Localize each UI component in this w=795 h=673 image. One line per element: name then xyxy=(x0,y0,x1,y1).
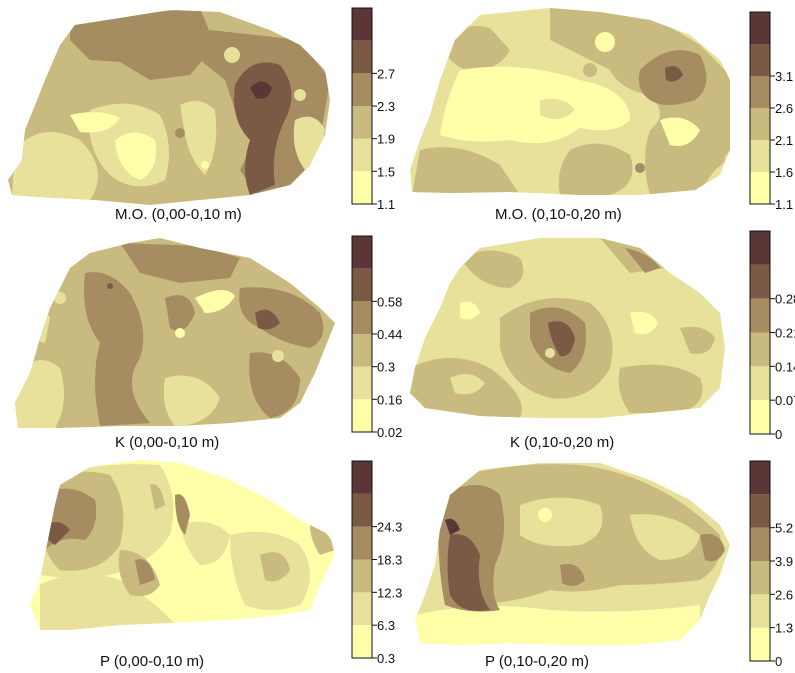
map-panel-p-10-20: 0 1.3 2.6 3.9 5.2 P (0,10-0,20 m) xyxy=(400,455,795,673)
contour-map-mo-0-10: 1.1 1.5 1.9 2.3 2.7 xyxy=(8,7,395,212)
colorbar-segment xyxy=(750,366,770,401)
colorbar-segment xyxy=(352,366,372,400)
colorbar-tick-label: 2.6 xyxy=(775,101,793,116)
map-panel-mo-0-10: 1.1 1.5 1.9 2.3 2.7 M.O. (0,00-0,10 m) xyxy=(0,0,400,230)
colorbar-tick-label: 3.1 xyxy=(775,69,793,84)
colorbar-segment xyxy=(750,108,770,140)
colorbar-tick-label: 2.1 xyxy=(775,133,793,148)
contour-map-mo-10-20: 1.1 1.6 2.1 2.6 3.1 xyxy=(410,8,793,212)
colorbar-segment xyxy=(352,40,372,74)
caption-k-10-20: K (0,10-0,20 m) xyxy=(510,434,615,451)
colorbar-segment xyxy=(352,8,372,41)
colorbar-tick-label: 0.07 xyxy=(775,393,795,408)
colorbar-tick-label: 0.21 xyxy=(775,326,795,341)
colorbar-tick-label: 1.9 xyxy=(377,132,395,147)
colorbar-tick-label: 0.16 xyxy=(377,392,402,407)
colorbar-segment xyxy=(750,494,770,528)
map-panel-k-10-20: 0 0.07 0.14 0.21 0.28 K (0,10-0,20 m) xyxy=(400,228,795,458)
colorbar-segment xyxy=(750,264,770,299)
colorbar-tick-label: 12.3 xyxy=(377,585,402,600)
colorbar-tick-label: 2.6 xyxy=(775,587,793,602)
colorbar-tick-label: 0.02 xyxy=(377,425,402,440)
colorbar-segment xyxy=(352,625,372,658)
colorbar-tick-label: 0.58 xyxy=(377,294,402,309)
caption-p-10-20: P (0,10-0,20 m) xyxy=(485,653,589,670)
colorbar-segment xyxy=(352,493,372,527)
caption-p-0-10: P (0,00-0,10 m) xyxy=(100,653,204,670)
colorbar-tick-label: 0.3 xyxy=(377,651,395,666)
colorbar-segment xyxy=(352,301,372,334)
colorbar-tick-label: 1.3 xyxy=(775,621,793,636)
caption-mo-0-10: M.O. (0,00-0,10 m) xyxy=(115,206,242,223)
colorbar-segment xyxy=(750,594,770,628)
colorbar-tick-label: 6.3 xyxy=(377,618,395,633)
colorbar-segment xyxy=(750,461,770,495)
contour-map-k-0-10: 0.02 0.16 0.3 0.44 0.58 xyxy=(15,235,402,440)
colorbar-tick-label: 5.2 xyxy=(775,521,793,536)
colorbar-segment xyxy=(750,76,770,108)
colorbar-segment xyxy=(750,231,770,265)
map-panel-mo-10-20: 1.1 1.6 2.1 2.6 3.1 M.O. (0,10-0,20 m) xyxy=(400,0,795,230)
colorbar: 0.02 0.16 0.3 0.44 0.58 xyxy=(351,235,402,440)
colorbar-segment xyxy=(352,73,372,106)
colorbar: 0 1.3 2.6 3.9 5.2 xyxy=(749,460,793,669)
colorbar-tick-label: 0 xyxy=(775,654,782,669)
colorbar-tick-label: 24.3 xyxy=(377,520,402,535)
colorbar-segment xyxy=(352,236,372,269)
colorbar-segment xyxy=(352,334,372,367)
colorbar-tick-label: 1.5 xyxy=(377,164,395,179)
colorbar-segment xyxy=(352,268,372,302)
colorbar-segment xyxy=(750,400,770,434)
colorbar-tick-label: 2.3 xyxy=(377,99,395,114)
colorbar-segment xyxy=(352,526,372,560)
colorbar: 1.1 1.5 1.9 2.3 2.7 xyxy=(351,7,395,212)
colorbar-segment xyxy=(352,559,372,593)
colorbar-segment xyxy=(750,12,770,44)
colorbar-tick-label: 18.3 xyxy=(377,553,402,568)
colorbar-tick-label: 0.3 xyxy=(377,360,395,375)
colorbar: 0.3 6.3 12.3 18.3 24.3 xyxy=(351,460,402,666)
colorbar-segment xyxy=(352,171,372,204)
colorbar-segment xyxy=(750,44,770,76)
colorbar-tick-label: 1.1 xyxy=(775,197,793,212)
caption-k-0-10: K (0,00-0,10 m) xyxy=(115,434,220,451)
colorbar-tick-label: 0.44 xyxy=(377,327,402,342)
map-panel-k-0-10: 0.02 0.16 0.3 0.44 0.58 K (0,00-0,10 m) xyxy=(0,228,402,458)
colorbar: 0 0.07 0.14 0.21 0.28 xyxy=(749,230,795,442)
colorbar-tick-label: 0 xyxy=(775,427,782,442)
colorbar-segment xyxy=(750,627,770,661)
contour-map-k-10-20: 0 0.07 0.14 0.21 0.28 xyxy=(410,230,795,442)
colorbar-segment xyxy=(352,592,372,626)
colorbar-segment xyxy=(352,106,372,139)
colorbar-segment xyxy=(352,399,372,432)
colorbar-tick-label: 0.14 xyxy=(775,359,795,374)
colorbar-tick-label: 3.9 xyxy=(775,554,793,569)
colorbar-segment xyxy=(750,561,770,595)
colorbar-segment xyxy=(750,332,770,367)
colorbar-tick-label: 1.1 xyxy=(377,197,395,212)
colorbar-segment xyxy=(750,140,770,172)
contour-map-p-10-20: 0 1.3 2.6 3.9 5.2 xyxy=(415,460,793,669)
colorbar: 1.1 1.6 2.1 2.6 3.1 xyxy=(749,11,793,212)
colorbar-segment xyxy=(352,461,372,494)
colorbar-segment xyxy=(750,527,770,561)
colorbar-segment xyxy=(750,172,770,204)
caption-mo-10-20: M.O. (0,10-0,20 m) xyxy=(495,206,622,223)
contour-map-p-0-10: 0.3 6.3 12.3 18.3 24.3 xyxy=(30,460,402,666)
map-panel-p-0-10: 0.3 6.3 12.3 18.3 24.3 P (0,00-0,10 m) xyxy=(0,455,402,673)
colorbar-tick-label: 0.28 xyxy=(775,292,795,307)
colorbar-tick-label: 2.7 xyxy=(377,66,395,81)
colorbar-segment xyxy=(750,298,770,333)
colorbar-segment xyxy=(352,138,372,172)
colorbar-tick-label: 1.6 xyxy=(775,165,793,180)
